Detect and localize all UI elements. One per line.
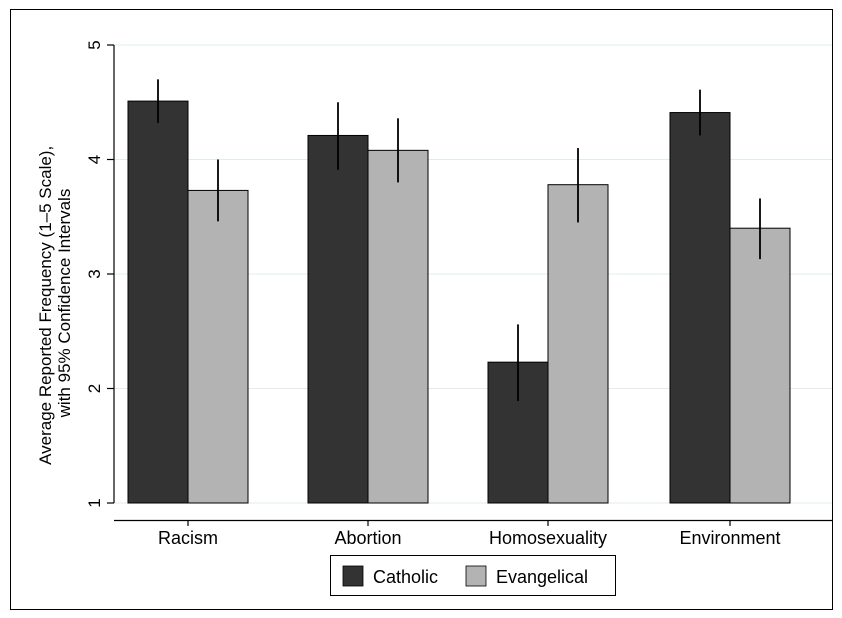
legend-swatch-catholic xyxy=(342,565,364,587)
x-tick-label-environment: Environment xyxy=(679,528,780,548)
bars xyxy=(127,100,791,504)
x-tick-label-racism: Racism xyxy=(158,528,218,548)
y-axis-ticks: 1 2 3 4 5 xyxy=(85,40,114,508)
bar-catholic-abortion xyxy=(307,134,369,504)
x-tick-label-abortion: Abortion xyxy=(334,528,401,548)
y-tick-label-2: 2 xyxy=(85,384,104,393)
legend-label-catholic: Catholic xyxy=(373,567,438,587)
bar-catholic-racism xyxy=(127,100,189,504)
bar-evangelical-environment xyxy=(729,227,791,504)
bar-evangelical-racism xyxy=(187,189,249,504)
confidence-intervals xyxy=(157,79,761,402)
legend-label-evangelical: Evangelical xyxy=(496,567,588,587)
y-axis-title-line-2: with 95% Confidence Intervals xyxy=(55,189,74,419)
y-tick-label-5: 5 xyxy=(85,40,104,49)
legend: Catholic Evangelical xyxy=(330,555,616,596)
x-axis-labels: Racism Abortion Homosexuality Environment xyxy=(158,520,781,548)
y-axis-title-line-1: Average Reported Frequency (1–5 Scale), xyxy=(36,146,55,465)
bar-evangelical-abortion xyxy=(367,149,429,504)
y-tick-label-4: 4 xyxy=(85,155,104,164)
legend-swatch-evangelical xyxy=(465,565,487,587)
x-tick-label-homosexuality: Homosexuality xyxy=(489,528,607,548)
y-tick-label-3: 3 xyxy=(85,269,104,278)
bar-catholic-environment xyxy=(669,112,731,504)
y-axis-title: Average Reported Frequency (1–5 Scale), … xyxy=(36,141,74,465)
bar-evangelical-homosexuality xyxy=(547,184,609,504)
y-tick-label-1: 1 xyxy=(85,498,104,507)
